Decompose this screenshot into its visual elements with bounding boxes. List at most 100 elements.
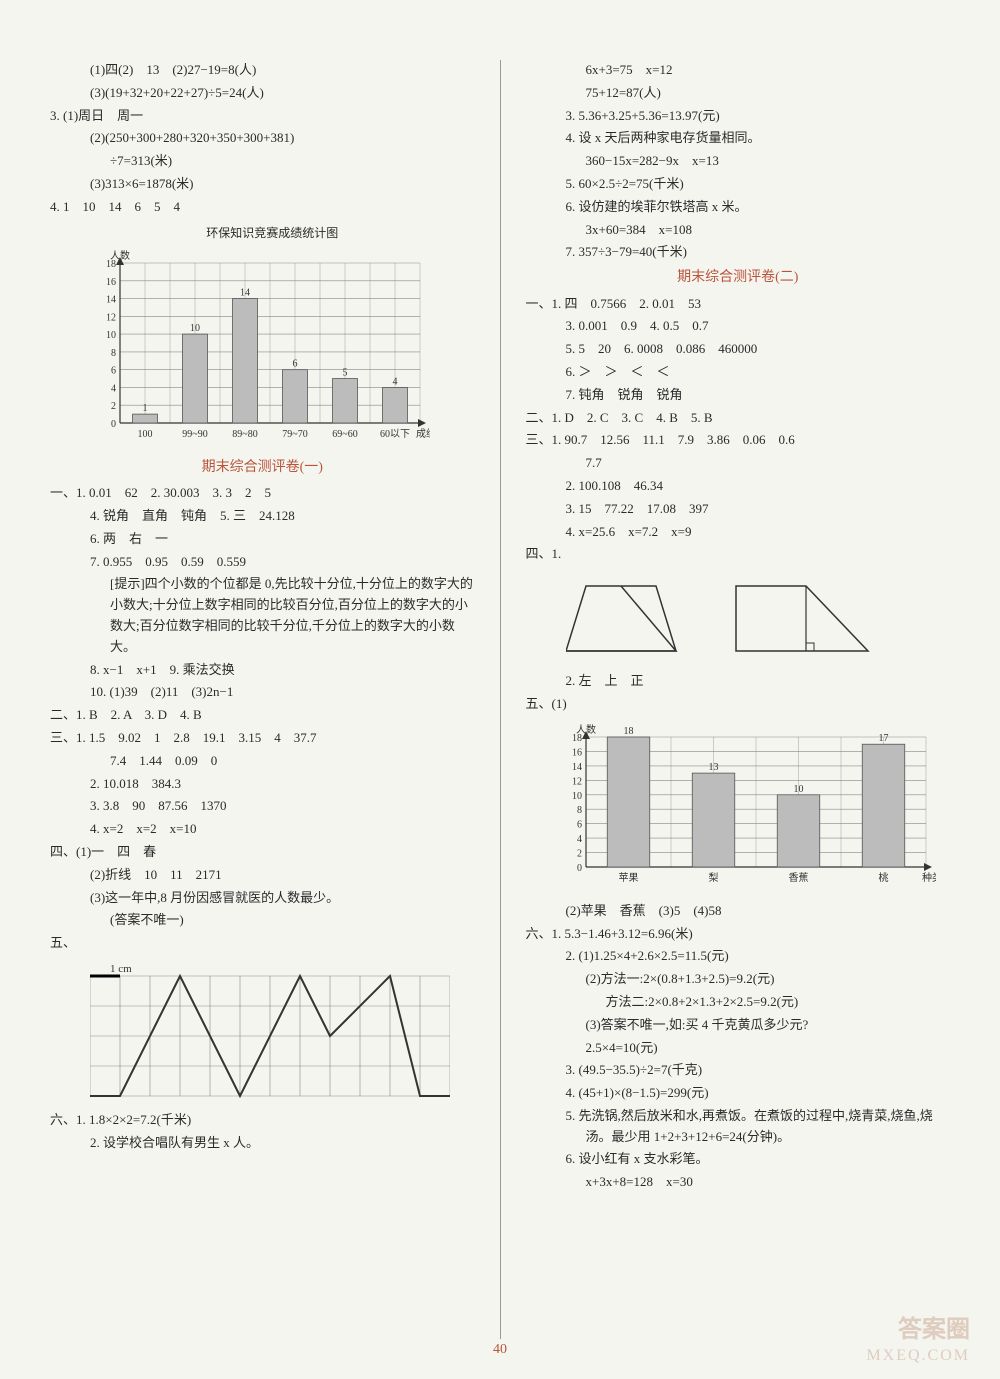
svg-text:桃: 桃: [878, 871, 888, 884]
text-line: 五、: [50, 933, 475, 954]
svg-text:人数: 人数: [576, 723, 596, 736]
text-line: 6. 两 右 一: [50, 529, 475, 550]
svg-text:4: 4: [111, 383, 116, 394]
text-line: 6. 设仿建的埃菲尔铁塔高 x 米。: [526, 197, 951, 218]
chart1-container: 环保知识竞赛成绩统计图 02468101214161811001099~9014…: [90, 224, 455, 447]
chart1-svg-wrap: 02468101214161811001099~901489~80679~705…: [90, 247, 455, 447]
text-line: 2. 设学校合唱队有男生 x 人。: [50, 1133, 475, 1154]
chart3-container: 02468101214161818苹果13梨10香蕉17桃人数种类: [556, 721, 951, 891]
chart3-svg-wrap: 02468101214161818苹果13梨10香蕉17桃人数种类: [556, 721, 951, 891]
svg-text:4: 4: [577, 834, 582, 845]
svg-text:香蕉: 香蕉: [788, 872, 808, 884]
text-line: 7. 357÷3−79=40(千米): [526, 242, 951, 263]
text-line: 10. (1)39 (2)11 (3)2n−1: [50, 682, 475, 703]
svg-text:10: 10: [572, 790, 582, 801]
chart2-svg-wrap: 1 cm: [90, 960, 455, 1100]
text-line: 4. (45+1)×(8−1.5)=299(元): [526, 1083, 951, 1104]
chart1-title: 环保知识竞赛成绩统计图: [90, 224, 455, 243]
text-line: 方法二:2×0.8+2×1.3+2×2.5=9.2(元): [526, 992, 951, 1013]
right-column: 6x+3=75 x=1275+12=87(人)3. 5.36+3.25+5.36…: [526, 60, 951, 1339]
right-items-2: 一、1. 四 0.7566 2. 0.01 533. 0.001 0.9 4. …: [526, 294, 951, 566]
columns-container: (1)四(2) 13 (2)27−19=8(人)(3)(19+32+20+22+…: [50, 60, 950, 1339]
text-line: 2. (1)1.25×4+2.6×2.5=11.5(元): [526, 946, 951, 967]
svg-text:6: 6: [293, 358, 298, 369]
text-line: x+3x+8=128 x=30: [526, 1172, 951, 1193]
left-items-2: 一、1. 0.01 62 2. 30.003 3. 3 2 54. 锐角 直角 …: [50, 483, 475, 954]
text-line: 六、1. 1.8×2×2=7.2(千米): [50, 1110, 475, 1131]
title-exam-1: 期末综合测评卷(一): [50, 457, 475, 479]
svg-text:6: 6: [111, 365, 116, 376]
text-line: (2)折线 10 11 2171: [50, 865, 475, 886]
text-line: 二、1. B 2. A 3. D 4. B: [50, 705, 475, 726]
text-line: 四、1.: [526, 544, 951, 565]
left-column: (1)四(2) 13 (2)27−19=8(人)(3)(19+32+20+22+…: [50, 60, 475, 1339]
text-line: 8. x−1 x+1 9. 乘法交换: [50, 660, 475, 681]
bar-chart-svg: 02468101214161811001099~901489~80679~705…: [90, 247, 430, 447]
svg-text:12: 12: [572, 776, 582, 787]
svg-text:10: 10: [793, 783, 803, 794]
text-line: 4. 锐角 直角 钝角 5. 三 24.128: [50, 506, 475, 527]
text-line: (答案不唯一): [50, 910, 475, 931]
text-line: [提示]四个小数的个位都是 0,先比较十分位,十分位上的数字大的小数大;十分位上…: [50, 574, 475, 657]
svg-text:100: 100: [138, 429, 153, 440]
svg-text:60以下: 60以下: [380, 429, 410, 440]
line-grid-svg: 1 cm: [90, 960, 450, 1100]
svg-text:0: 0: [111, 419, 116, 430]
svg-text:18: 18: [623, 726, 633, 737]
svg-text:6: 6: [577, 819, 582, 830]
svg-text:16: 16: [106, 277, 116, 288]
svg-text:0: 0: [577, 863, 582, 874]
svg-text:14: 14: [572, 762, 582, 773]
text-line: 4. x=25.6 x=7.2 x=9: [526, 522, 951, 543]
text-line: 3. 3.8 90 87.56 1370: [50, 796, 475, 817]
title-exam-2: 期末综合测评卷(二): [526, 267, 951, 289]
svg-text:12: 12: [106, 312, 116, 323]
svg-text:13: 13: [708, 762, 718, 773]
svg-text:69~60: 69~60: [332, 429, 357, 440]
text-line: (3)这一年中,8 月份因感冒就医的人数最少。: [50, 888, 475, 909]
left-items-3: 六、1. 1.8×2×2=7.2(千米)2. 设学校合唱队有男生 x 人。: [50, 1110, 475, 1154]
shapes-svg-wrap: [566, 571, 931, 661]
text-line: 5. 先洗锅,然后放米和水,再煮饭。在煮饭的过程中,烧青菜,烧鱼,烧汤。最少用 …: [526, 1106, 951, 1148]
svg-text:5: 5: [343, 367, 348, 378]
text-line: 2. 左 上 正: [526, 671, 951, 692]
text-line: 一、1. 四 0.7566 2. 0.01 53: [526, 294, 951, 315]
svg-text:8: 8: [577, 805, 582, 816]
svg-text:苹果: 苹果: [618, 871, 638, 884]
text-line: 3x+60=384 x=108: [526, 220, 951, 241]
svg-text:2: 2: [577, 848, 582, 859]
svg-text:1: 1: [143, 403, 148, 414]
svg-text:10: 10: [106, 330, 116, 341]
text-line: 7. 钝角 锐角 锐角: [526, 385, 951, 406]
svg-text:2: 2: [111, 401, 116, 412]
text-line: 3. (1)周日 周一: [50, 106, 475, 127]
shapes-container: [566, 571, 931, 661]
svg-text:梨: 梨: [708, 871, 718, 884]
text-line: 7.7: [526, 453, 951, 474]
text-line: ÷7=313(米): [50, 151, 475, 172]
text-line: 二、1. D 2. C 3. C 4. B 5. B: [526, 408, 951, 429]
svg-text:79~70: 79~70: [282, 429, 307, 440]
text-line: (3)答案不唯一,如:买 4 千克黄瓜多少元?: [526, 1015, 951, 1036]
svg-text:1 cm: 1 cm: [110, 963, 132, 975]
page-number: 40: [493, 1339, 507, 1361]
text-line: 6. 设小红有 x 支水彩笔。: [526, 1149, 951, 1170]
text-line: 6. ＞ ＞ ＜ ＜: [526, 362, 951, 383]
text-line: 六、1. 5.3−1.46+3.12=6.96(米): [526, 924, 951, 945]
text-line: 五、(1): [526, 694, 951, 715]
text-line: 7.4 1.44 0.09 0: [50, 751, 475, 772]
left-items-1: (1)四(2) 13 (2)27−19=8(人)(3)(19+32+20+22+…: [50, 60, 475, 218]
chart2-container: 1 cm: [90, 960, 455, 1100]
text-line: 2. 100.108 46.34: [526, 476, 951, 497]
svg-text:99~90: 99~90: [182, 429, 207, 440]
text-line: 三、1. 1.5 9.02 1 2.8 19.1 3.15 4 37.7: [50, 728, 475, 749]
text-line: 6x+3=75 x=12: [526, 60, 951, 81]
right-items-3: 2. 左 上 正五、(1): [526, 671, 951, 715]
svg-text:17: 17: [878, 733, 888, 744]
text-line: 75+12=87(人): [526, 83, 951, 104]
svg-text:8: 8: [111, 348, 116, 359]
text-line: (3)313×6=1878(米): [50, 174, 475, 195]
text-line: 4. 设 x 天后两种家电存货量相同。: [526, 128, 951, 149]
text-line: 4. 1 10 14 6 5 4: [50, 197, 475, 218]
text-line: 2. 10.018 384.3: [50, 774, 475, 795]
